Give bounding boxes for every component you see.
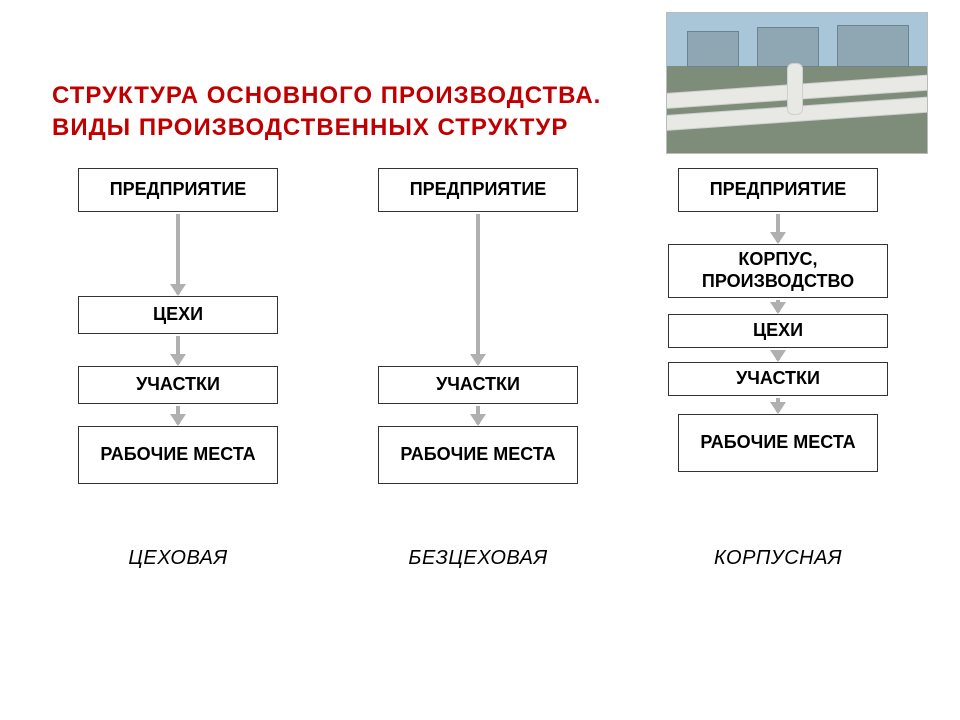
flow-node: РАБОЧИЕ МЕСТА [378,426,578,484]
column-label: КОРПУСНАЯ [652,547,904,570]
arrow-down-icon [176,336,180,364]
arrow-down-icon [176,214,180,294]
column-label: БЕЗЦЕХОВАЯ [352,547,604,570]
title-line-2: ВИДЫ ПРОИЗВОДСТВЕННЫХ СТРУКТУР [52,112,692,144]
arrow-down-icon [776,300,780,312]
arrow-down-icon [476,214,480,364]
column-label: ЦЕХОВАЯ [52,547,304,570]
hierarchy-column: ПРЕДПРИЯТИЕУЧАСТКИРАБОЧИЕ МЕСТАБЕЗЦЕХОВА… [352,168,604,484]
hierarchy-column: ПРЕДПРИЯТИЕ КОРПУС, ПРОИЗВОДСТВО ЦЕХИ УЧАСТ… [652,168,904,484]
flow-node: ПРЕДПРИЯТИЕ [378,168,578,212]
flow-node: ЦЕХИ [78,296,278,334]
arrow-down-icon [776,350,780,360]
industrial-photo [666,12,928,154]
flow-node: УЧАСТКИ [668,362,888,396]
hierarchy-column: ПРЕДПРИЯТИЕЦЕХИУЧАСТКИРАБОЧИЕ МЕСТАЦЕХОВ… [52,168,304,484]
diagram-columns: ПРЕДПРИЯТИЕЦЕХИУЧАСТКИРАБОЧИЕ МЕСТАЦЕХОВ… [52,168,908,484]
slide-title: СТРУКТУРА ОСНОВНОГО ПРОИЗВОДСТВА. ВИДЫ П… [52,80,692,145]
arrow-down-icon [776,214,780,242]
slide: СТРУКТУРА ОСНОВНОГО ПРОИЗВОДСТВА. ВИДЫ П… [0,0,960,720]
flow-node: РАБОЧИЕ МЕСТА [78,426,278,484]
arrow-down-icon [776,398,780,412]
flow-node: УЧАСТКИ [78,366,278,404]
flow-node: РАБОЧИЕ МЕСТА [678,414,878,472]
title-line-1: СТРУКТУРА ОСНОВНОГО ПРОИЗВОДСТВА. [52,80,692,112]
arrow-down-icon [176,406,180,424]
flow-node: ЦЕХИ [668,314,888,348]
flow-node: ПРЕДПРИЯТИЕ [678,168,878,212]
flow-node: УЧАСТКИ [378,366,578,404]
arrow-down-icon [476,406,480,424]
flow-node: ПРЕДПРИЯТИЕ [78,168,278,212]
flow-node: КОРПУС, ПРОИЗВОДСТВО [668,244,888,298]
